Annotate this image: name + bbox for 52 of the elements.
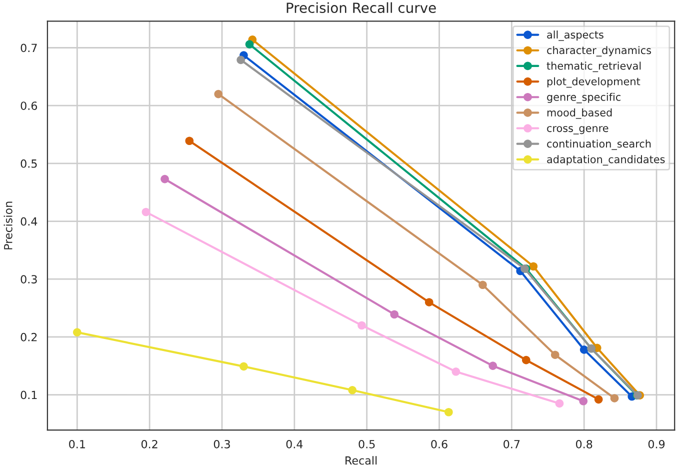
y-tick-label: 0.4 (20, 217, 38, 226)
legend-label: plot_development (547, 77, 640, 88)
point (236, 56, 245, 64)
point (444, 408, 453, 416)
point (245, 40, 254, 48)
point (240, 362, 248, 371)
point (72, 328, 82, 336)
legend-label: character_dynamics (547, 46, 652, 56)
point (478, 280, 487, 290)
point (488, 362, 498, 370)
legend-label: continuation_search (547, 140, 651, 150)
x-tick-label: 0.3 (214, 440, 230, 448)
y-tick-label: 0.6 (20, 102, 38, 110)
legend-label: genre_specific (547, 92, 620, 104)
y-tick-label: 0.1 (20, 390, 37, 400)
point (214, 90, 223, 98)
y-tick-label: 0.7 (20, 44, 37, 52)
legend-label: all_aspects (547, 30, 604, 41)
y-axis-title: Precision (4, 202, 12, 250)
point (348, 386, 357, 394)
x-axis-title: Recall (346, 456, 377, 465)
x-tick-label: 0.8 (576, 440, 592, 448)
point (390, 310, 399, 319)
x-tick-label: 0.6 (431, 440, 448, 448)
chart-title: Precision Recall curve (286, 2, 436, 14)
x-tick-label: 0.9 (648, 440, 665, 448)
legend-label: thematic_retrieval (546, 62, 641, 72)
y-tick-label: 0.2 (20, 332, 37, 342)
point (594, 395, 603, 404)
point (452, 367, 460, 376)
point (522, 356, 530, 364)
x-tick-label: 0.1 (69, 440, 85, 448)
point (185, 136, 194, 146)
x-tick-label: 0.2 (141, 440, 158, 448)
legend-label: mood_based (547, 108, 612, 119)
point (580, 345, 588, 354)
point (555, 399, 564, 408)
point (424, 298, 434, 306)
point (142, 208, 150, 216)
x-tick-label: 0.4 (286, 440, 303, 448)
point (358, 321, 366, 330)
point (529, 262, 538, 271)
x-tick-label: 0.7 (504, 440, 520, 448)
point (160, 174, 169, 184)
legend-label: adaptation_candidates (547, 155, 665, 166)
point (550, 350, 560, 360)
legend-label: cross_genre (547, 126, 608, 134)
y-tick-label: 0.5 (20, 159, 37, 168)
x-tick-label: 0.5 (358, 440, 375, 448)
y-tick-label: 0.3 (20, 275, 37, 284)
point (610, 394, 619, 402)
point (579, 396, 588, 406)
